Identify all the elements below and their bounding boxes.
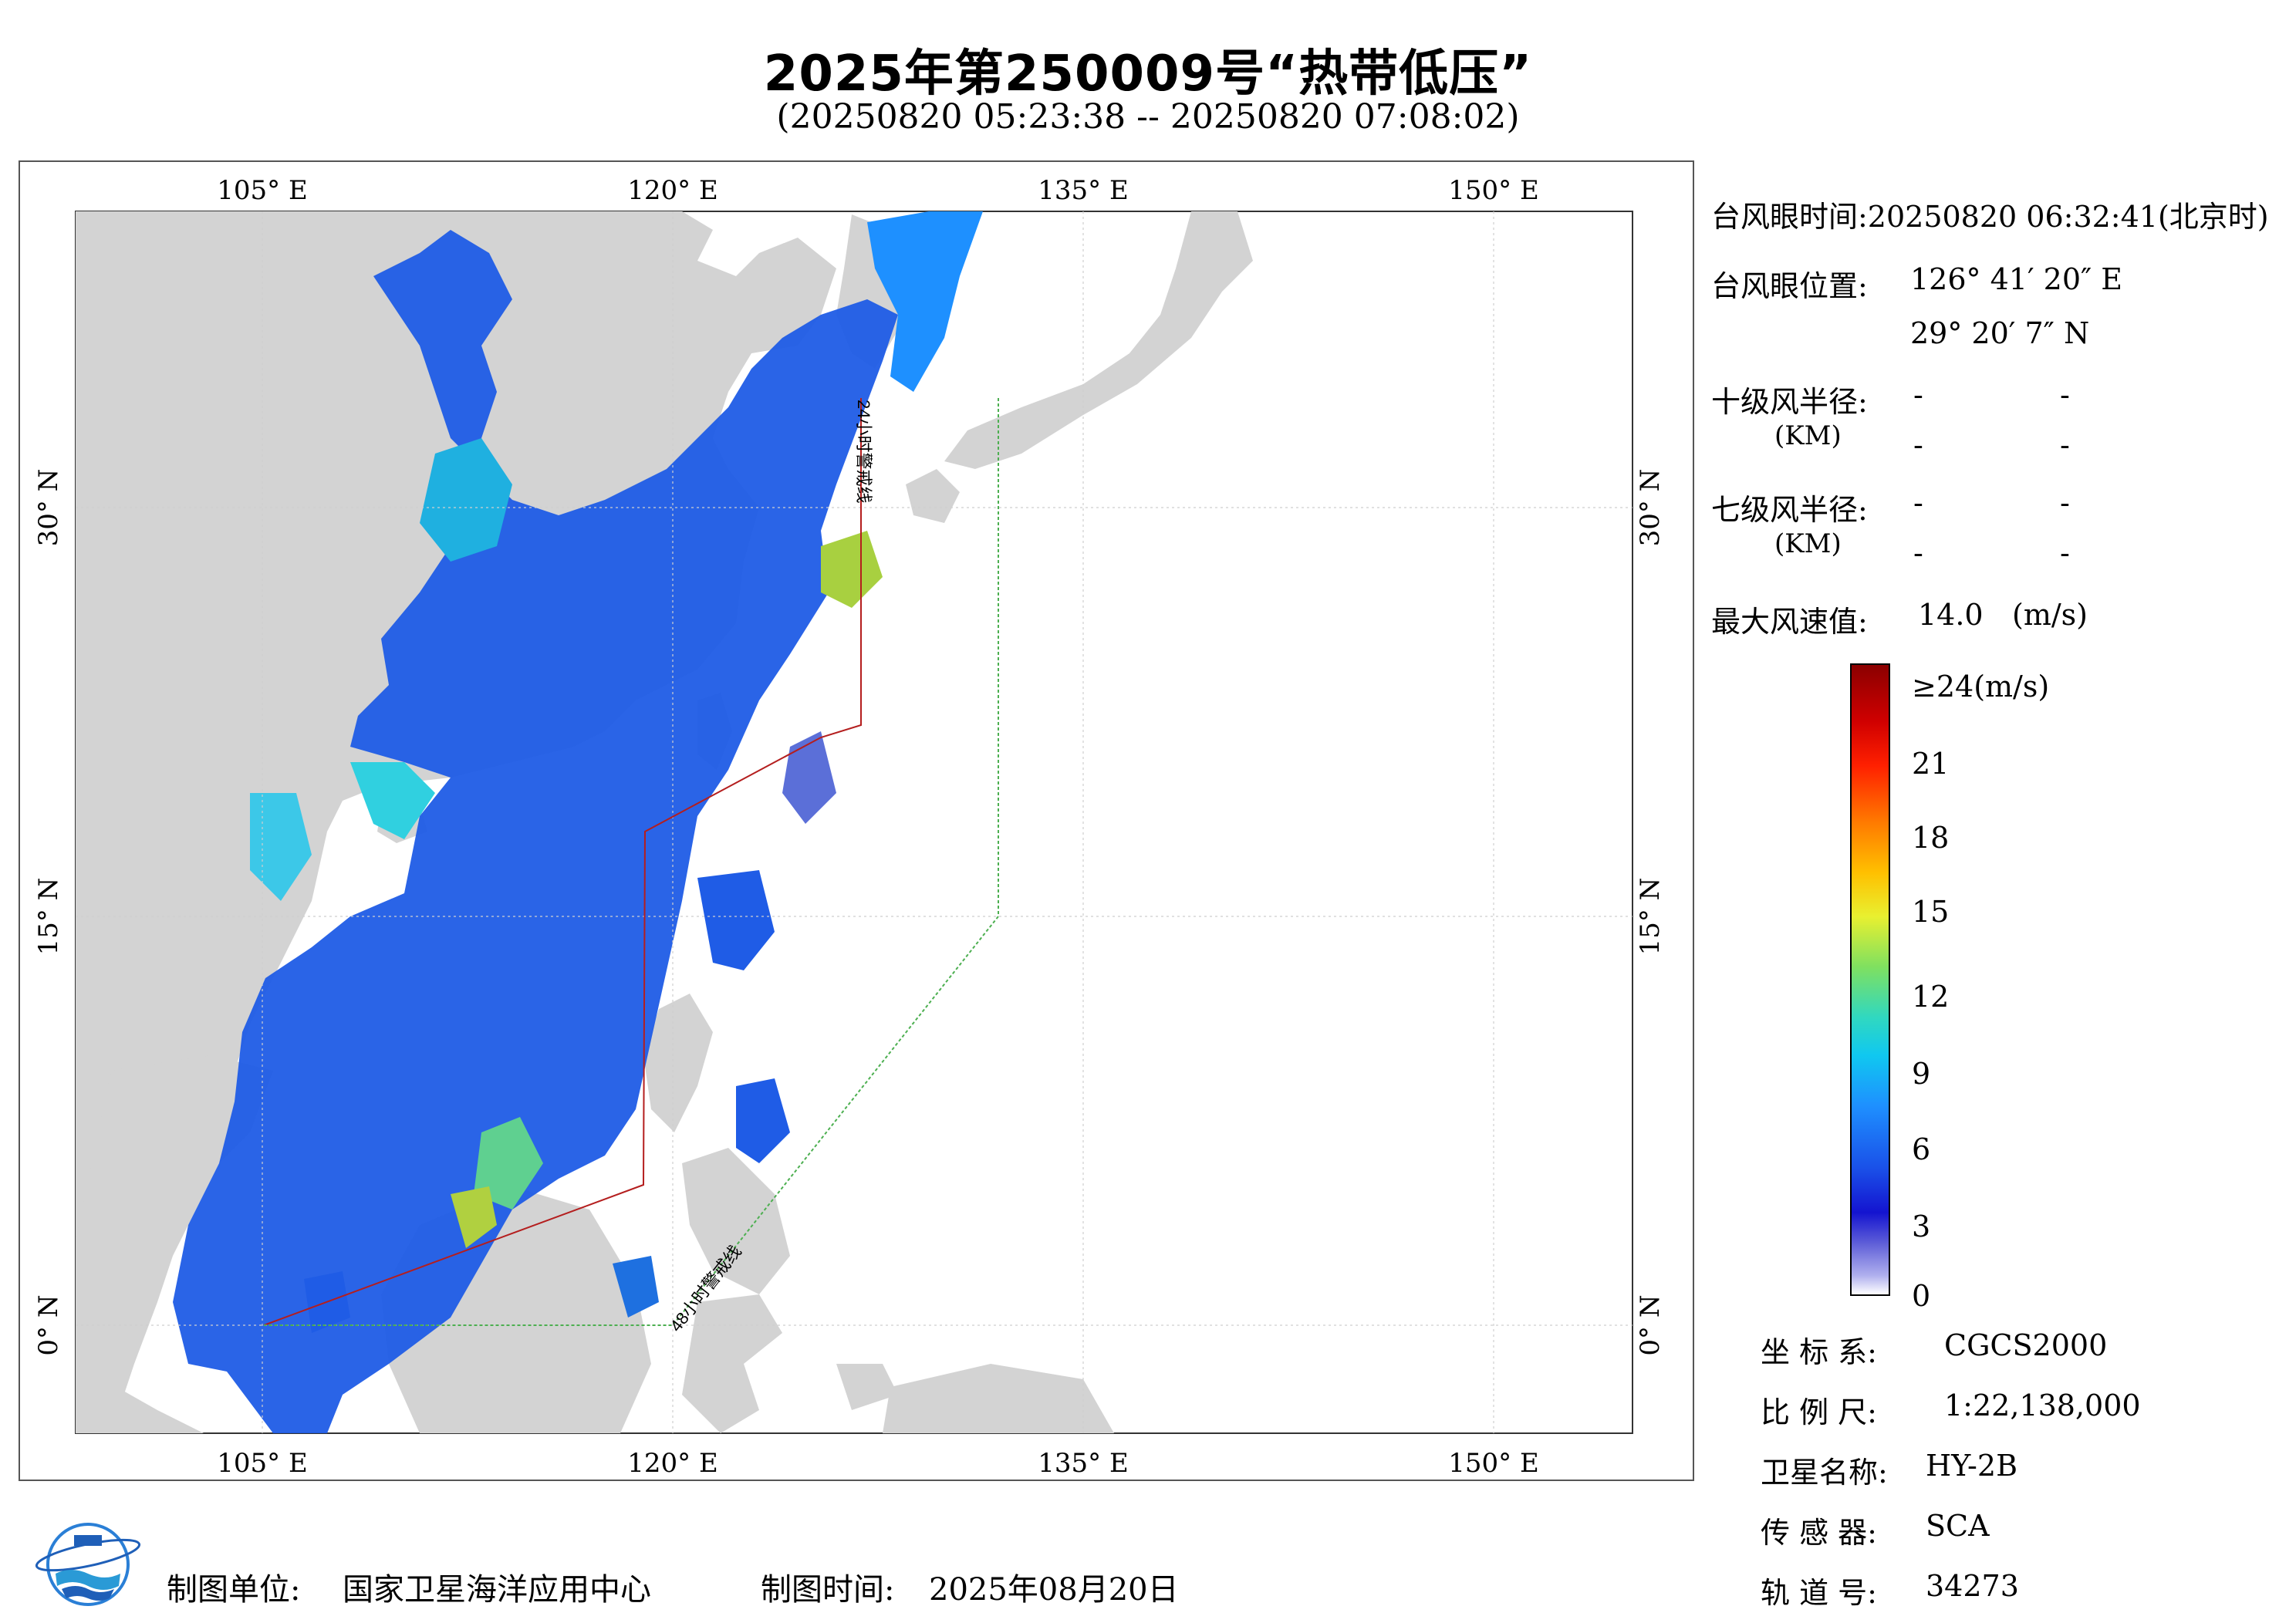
r7-value: - — [1913, 486, 1923, 520]
lat-tick-left: 30° N — [33, 469, 64, 547]
wind-speed-colorbar — [1850, 663, 1890, 1296]
lat-tick-left: 15° N — [33, 878, 64, 956]
colorbar-top-label: ≥24(m/s) — [1912, 670, 2050, 704]
orbit-label: 轨 道 号: — [1761, 1576, 1877, 1610]
r7-label: 七级风半径: — [1711, 493, 1868, 527]
wind-swath — [173, 211, 983, 1433]
satellite-label: 卫星名称: — [1761, 1456, 1888, 1490]
max-wind-value: 14.0 — [1918, 598, 1984, 632]
lat-tick-right: 0° N — [1635, 1294, 1666, 1355]
lat-tick-left: 0° N — [33, 1294, 64, 1355]
r10-value: - — [1913, 378, 1923, 412]
map-frame — [19, 160, 1694, 1481]
r7-value: - — [2060, 536, 2070, 570]
colorbar-tick: 21 — [1912, 747, 1950, 781]
lon-tick-top: 120° E — [627, 175, 718, 206]
max-wind-unit: (m/s) — [2012, 598, 2088, 632]
r7-value: - — [1913, 536, 1923, 570]
eye-position-label: 台风眼位置: — [1711, 269, 1868, 303]
lat-tick-right: 30° N — [1635, 469, 1666, 547]
colorbar-tick: 9 — [1912, 1057, 1931, 1091]
r10-unit: (KM) — [1774, 420, 1842, 451]
graticule — [76, 211, 1633, 1433]
map-subtitle: (20250820 05:23:38 -- 20250820 07:08:02) — [776, 97, 1520, 137]
warning-line-48h — [264, 398, 999, 1326]
eye-latitude: 29° 20′ 7″ N — [1910, 316, 2090, 350]
warning-line-24h — [263, 398, 862, 1326]
colorbar-tick: 12 — [1912, 980, 1950, 1014]
lon-tick-top: 105° E — [217, 175, 308, 206]
production-date-label: 制图时间: — [761, 1572, 895, 1608]
r7-value: - — [2060, 486, 2070, 520]
colorbar-tick: 0 — [1912, 1279, 1931, 1313]
lon-tick-bottom: 150° E — [1448, 1448, 1539, 1479]
lat-tick-right: 15° N — [1635, 878, 1666, 956]
production-date-value: 2025年08月20日 — [929, 1572, 1179, 1608]
r10-value: - — [2060, 378, 2070, 412]
max-wind-label: 最大风速值: — [1711, 605, 1868, 639]
lon-tick-top: 135° E — [1038, 175, 1129, 206]
map-title: 2025年第250009号“热带低压” — [763, 46, 1533, 103]
sensor-value: SCA — [1926, 1509, 1990, 1543]
agency-logo-icon — [35, 1523, 141, 1606]
crs-value: CGCS2000 — [1944, 1328, 2108, 1362]
eye-longitude: 126° 41′ 20″ E — [1910, 262, 2123, 296]
scale-label: 比 例 尺: — [1761, 1395, 1877, 1429]
eye-time: 台风眼时间:20250820 06:32:41(北京时) — [1711, 200, 2269, 234]
lon-tick-bottom: 105° E — [217, 1448, 308, 1479]
scale-value: 1:22,138,000 — [1944, 1388, 2141, 1422]
wind-field-map: 24小时警戒线 48小时警戒线 105° E 120° E 135° E 150… — [33, 175, 1666, 1479]
warning-label-24h: 24小时警戒线 — [854, 400, 873, 503]
r10-value: - — [1913, 428, 1923, 462]
lon-tick-top: 150° E — [1448, 175, 1539, 206]
r10-value: - — [2060, 428, 2070, 462]
satellite-value: HY-2B — [1926, 1449, 2017, 1483]
colorbar-tick: 3 — [1912, 1210, 1931, 1243]
colorbar-tick: 18 — [1912, 821, 1950, 855]
sensor-label: 传 感 器: — [1761, 1516, 1877, 1550]
lon-tick-bottom: 135° E — [1038, 1448, 1129, 1479]
r10-label: 十级风半径: — [1711, 385, 1868, 419]
orbit-value: 34273 — [1926, 1569, 2019, 1603]
colorbar-tick: 6 — [1912, 1132, 1931, 1166]
producer-value: 国家卫星海洋应用中心 — [343, 1572, 651, 1608]
r7-unit: (KM) — [1774, 528, 1842, 559]
producer-label: 制图单位: — [167, 1572, 301, 1608]
lon-tick-bottom: 120° E — [627, 1448, 718, 1479]
colorbar-tick: 15 — [1912, 895, 1950, 929]
crs-label: 坐 标 系: — [1761, 1335, 1877, 1369]
